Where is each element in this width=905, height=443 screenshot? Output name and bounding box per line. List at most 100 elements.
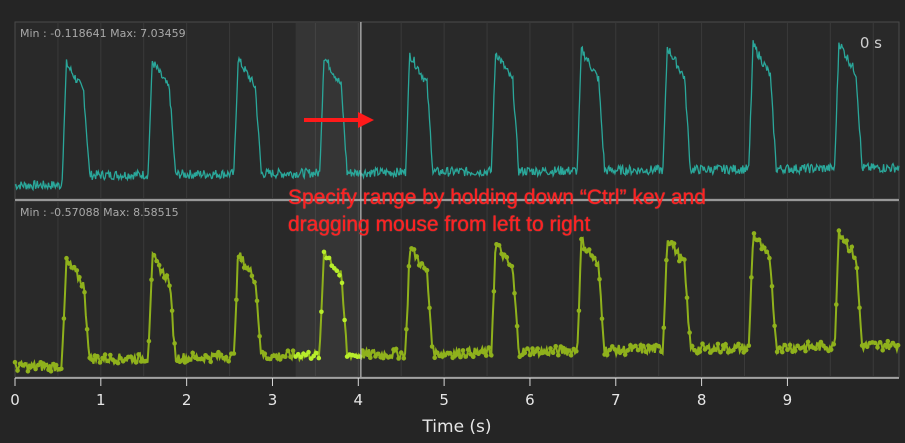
lower-trace-sample xyxy=(594,262,600,268)
lower-trace-sample xyxy=(396,356,401,361)
lower-trace-sample xyxy=(664,257,669,263)
lower-trace-sample xyxy=(429,344,435,349)
lower-trace-sample xyxy=(460,348,466,353)
lower-trace-sample xyxy=(267,356,273,362)
lower-trace-sample xyxy=(769,284,775,289)
lower-trace-sample xyxy=(334,268,340,274)
lower-trace-sample xyxy=(164,273,170,278)
lower-trace-sample xyxy=(401,356,407,361)
lower-trace-sample xyxy=(661,325,667,331)
lower-trace-sample xyxy=(864,344,870,350)
lower-trace-sample xyxy=(319,309,324,315)
lower-trace-sample xyxy=(697,349,703,354)
lower-trace-sample xyxy=(736,341,741,347)
lower-trace-sample xyxy=(576,308,582,314)
x-tick-label: 1 xyxy=(96,391,106,409)
lower-trace-sample xyxy=(831,342,837,347)
lower-trace-sample xyxy=(59,366,64,372)
time-readout: 0 s xyxy=(860,34,882,52)
lower-trace-sample xyxy=(684,295,690,301)
lower-trace-sample xyxy=(288,354,293,360)
lower-trace-sample xyxy=(285,348,291,354)
lower-trace-sample xyxy=(486,345,492,350)
lower-trace-sample xyxy=(481,349,486,355)
lower-trace-sample xyxy=(33,366,38,372)
lower-trace-sample xyxy=(419,261,425,266)
lower-trace-sample xyxy=(568,353,574,358)
lower-trace-sample xyxy=(872,340,878,346)
lower-trace-sample xyxy=(342,317,347,323)
lower-trace-sample xyxy=(844,238,849,244)
lower-trace-sample xyxy=(108,352,113,358)
lower-trace-sample xyxy=(483,353,489,358)
lower-trace-sample xyxy=(398,350,404,355)
lower-trace-sample xyxy=(48,369,54,374)
lower-trace-sample xyxy=(880,348,885,353)
lower-trace-sample xyxy=(316,355,322,361)
lower-trace-sample xyxy=(326,255,332,261)
lower-trace-sample xyxy=(522,350,528,356)
lower-trace-sample xyxy=(622,352,628,357)
lower-trace-sample xyxy=(102,352,108,357)
lower-trace-sample xyxy=(231,351,237,356)
lower-trace-sample xyxy=(643,349,649,355)
lower-trace-sample xyxy=(133,360,139,365)
lower-trace-sample xyxy=(432,355,438,361)
lower-trace-sample xyxy=(64,255,69,261)
lower-trace-sample xyxy=(592,255,597,261)
lower-trace-sample xyxy=(885,338,891,344)
lower-trace-sample xyxy=(777,345,782,350)
lower-trace-sample xyxy=(749,275,754,280)
lower-trace-sample xyxy=(236,254,242,260)
lower-trace-sample xyxy=(84,326,90,332)
lower-trace-sample xyxy=(190,350,195,356)
lower-trace-sample xyxy=(782,342,788,348)
lower-trace-sample xyxy=(82,289,87,295)
lower-trace-sample xyxy=(751,231,757,236)
lower-trace-sample xyxy=(496,243,502,248)
lower-trace-sample xyxy=(465,347,471,353)
lower-trace-sample xyxy=(254,298,260,304)
lower-trace-sample xyxy=(674,249,679,254)
lower-trace-sample xyxy=(53,362,59,368)
lower-trace-sample xyxy=(144,358,149,364)
lower-trace-sample xyxy=(159,268,165,274)
lower-trace-sample xyxy=(61,316,67,321)
lower-trace-sample xyxy=(718,350,723,355)
x-tick-label: 7 xyxy=(611,391,621,409)
lower-trace-sample xyxy=(792,348,798,354)
lower-trace-sample xyxy=(509,264,515,269)
lower-trace-sample xyxy=(77,275,82,280)
lower-trace-sample xyxy=(30,363,36,369)
x-axis-ticks: 0 1 2 3 4 5 6 7 8 9 xyxy=(10,378,792,409)
x-tick-label: 8 xyxy=(697,391,707,409)
lower-trace-sample xyxy=(187,357,193,362)
lower-trace-sample xyxy=(205,355,211,360)
selection-range-lower[interactable] xyxy=(295,201,361,377)
lower-trace-sample xyxy=(128,354,134,360)
lower-trace-sample xyxy=(715,341,721,347)
lower-trace-sample xyxy=(764,249,770,254)
lower-trace-sample xyxy=(79,284,85,289)
lower-trace-sample xyxy=(339,280,345,286)
x-tick-label: 0 xyxy=(10,391,20,409)
lower-trace-sample xyxy=(731,347,736,353)
lower-trace-sample xyxy=(713,347,718,352)
lower-trace-sample xyxy=(370,349,376,354)
lower-trace-sample xyxy=(877,340,883,345)
lower-trace-sample xyxy=(89,357,95,363)
lower-trace-sample xyxy=(406,263,412,269)
lower-trace-sample xyxy=(252,279,257,285)
lower-trace-sample xyxy=(368,355,373,361)
lower-trace-sample xyxy=(635,347,641,353)
lower-trace-sample xyxy=(813,346,818,352)
lower-trace-sample xyxy=(849,244,855,250)
lower-trace-sample xyxy=(95,353,100,359)
lower-trace-sample xyxy=(414,254,420,259)
lower-trace-sample xyxy=(705,345,710,350)
lower-trace-sample xyxy=(146,338,152,344)
lower-trace-sample xyxy=(298,354,304,360)
lower-trace-sample xyxy=(200,356,206,362)
lower-trace-sample xyxy=(100,355,105,361)
